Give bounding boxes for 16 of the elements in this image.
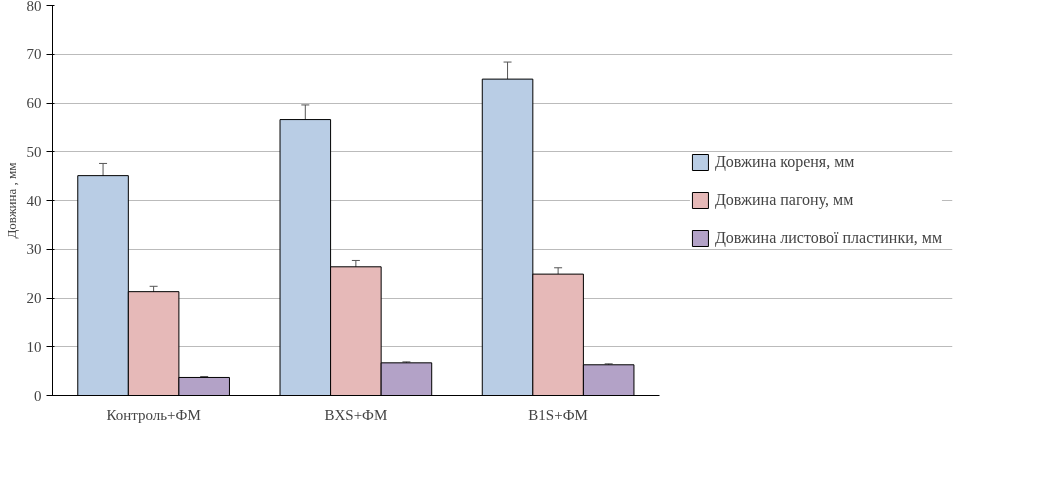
y-tick-label: 40 — [26, 192, 42, 209]
x-tick-label: Контроль+ФМ — [106, 406, 201, 423]
legend-label: Довжина пагону, мм — [714, 191, 854, 209]
x-tick-label: BXS+ФМ — [324, 406, 388, 423]
y-tick-label: 80 — [26, 0, 42, 14]
y-tick-label: 50 — [26, 143, 42, 160]
legend-label: Довжина листової пластинки, мм — [714, 229, 942, 247]
y-tick-label: 10 — [26, 338, 42, 355]
x-tick-label: B1S+ФМ — [528, 406, 588, 423]
y-tick-label: 70 — [26, 46, 42, 63]
y-tick-label: 0 — [34, 387, 42, 404]
y-tick-label: 60 — [26, 95, 42, 111]
y-axis-title: Довжина , мм — [3, 162, 19, 239]
y-tick-label: 20 — [26, 290, 42, 306]
y-tick-label: 30 — [26, 241, 42, 258]
legend-label: Довжина кореня, мм — [714, 153, 855, 171]
